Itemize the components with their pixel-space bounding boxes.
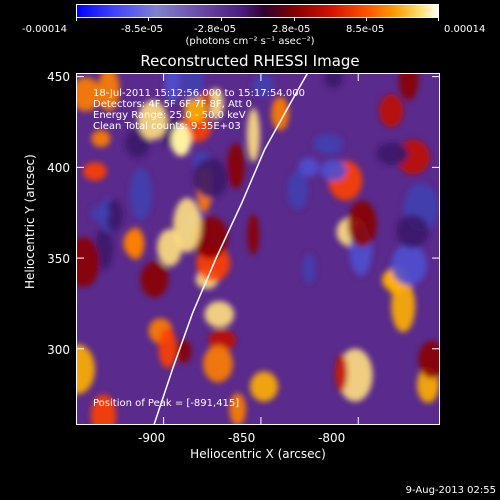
y-axis-label: Heliocentric Y (arcsec) bbox=[23, 154, 37, 289]
colorbar bbox=[76, 4, 439, 18]
deficit-blob bbox=[252, 73, 274, 98]
emission-blob bbox=[418, 340, 440, 379]
deficit-blob bbox=[302, 253, 316, 283]
emission-blob bbox=[91, 130, 111, 148]
peak-blob bbox=[171, 124, 192, 157]
colorbar-tick: -8.5e-05 bbox=[121, 24, 163, 35]
emission-blob bbox=[249, 371, 279, 402]
limb-curve bbox=[153, 73, 309, 425]
deficit-blob bbox=[298, 157, 319, 177]
y-tick-label: 300 bbox=[47, 343, 70, 357]
emission-blob bbox=[334, 353, 348, 392]
emission-blob bbox=[137, 100, 168, 140]
heatmap-plot bbox=[76, 73, 440, 425]
deficit-blob bbox=[125, 129, 150, 158]
emission-blob bbox=[157, 229, 182, 267]
emission-blob bbox=[246, 108, 260, 162]
emission-blob bbox=[192, 216, 229, 259]
emission-blob bbox=[123, 230, 143, 256]
deficit-blob bbox=[320, 159, 347, 181]
annotation-energy: Energy Range: 25.0 - 50.0 keV bbox=[93, 110, 246, 121]
colorbar-tick: 8.5e-05 bbox=[346, 24, 385, 35]
emission-blob bbox=[176, 340, 192, 363]
emission-blob bbox=[204, 301, 235, 328]
annotation-time: 18-Jul-2011 15:12:56.000 to 15:17:54.000 bbox=[93, 88, 305, 99]
deficit-blob bbox=[180, 73, 205, 101]
deficit-blob bbox=[324, 73, 343, 89]
emission-blob bbox=[158, 327, 177, 369]
emission-blob bbox=[379, 94, 404, 128]
emission-blob bbox=[271, 96, 289, 131]
deficit-blob bbox=[193, 158, 229, 199]
plot-title: Reconstructed RHESSI Image bbox=[140, 52, 360, 70]
annotation-counts: Clean Total counts: 9.35E+03 bbox=[93, 121, 241, 132]
deficit-blob bbox=[391, 244, 427, 286]
timestamp: 9-Aug-2013 02:55 bbox=[405, 485, 496, 496]
emission-blob bbox=[391, 279, 416, 333]
emission-blob bbox=[229, 393, 246, 425]
emission-blob bbox=[208, 329, 236, 351]
x-tick-label: -850 bbox=[228, 431, 256, 445]
y-tick-label: 350 bbox=[47, 252, 70, 266]
emission-blob bbox=[140, 261, 169, 298]
deficit-blob bbox=[105, 199, 123, 232]
emission-blob bbox=[203, 345, 233, 383]
annotation-detectors: Detectors: 4F 5F 6F 7F 8F, Att 0 bbox=[93, 99, 253, 110]
deficit-blob bbox=[313, 133, 343, 154]
x-tick-label: -900 bbox=[138, 431, 166, 445]
x-tick-label: -800 bbox=[318, 431, 346, 445]
colorbar-tick: 2.8e-05 bbox=[272, 24, 311, 35]
deficit-blob bbox=[95, 227, 113, 270]
emission-blob bbox=[208, 88, 224, 120]
deficit-blob bbox=[90, 205, 110, 221]
emission-blob bbox=[76, 237, 100, 287]
emission-blob bbox=[76, 77, 101, 112]
emission-blob bbox=[184, 94, 207, 124]
deficit-blob bbox=[396, 214, 429, 249]
emission-blob bbox=[83, 162, 107, 181]
emission-blob bbox=[398, 73, 419, 101]
emission-blob bbox=[347, 200, 377, 248]
plot-frame bbox=[76, 73, 440, 425]
emission-blob bbox=[76, 344, 95, 395]
x-axis-label: Heliocentric X (arcsec) bbox=[190, 447, 326, 461]
deficit-blob bbox=[129, 168, 152, 221]
deficit-blob bbox=[287, 171, 308, 210]
deficit-blob bbox=[164, 73, 181, 104]
colorbar-tick: 0.00014 bbox=[444, 24, 486, 35]
y-tick-label: 400 bbox=[47, 161, 70, 175]
emission-blob bbox=[247, 214, 260, 255]
deficit-blob bbox=[376, 142, 409, 166]
y-tick-label: 450 bbox=[47, 70, 70, 84]
peak-position-label: Position of Peak = [-891,415] bbox=[93, 398, 240, 409]
colorbar-tick: -0.00014 bbox=[22, 24, 67, 35]
colorbar-tick: -2.8e-05 bbox=[194, 24, 236, 35]
emission-blob bbox=[97, 73, 120, 112]
emission-blob bbox=[90, 394, 117, 425]
emission-blob bbox=[227, 143, 245, 189]
colorbar-unit: (photons cm⁻² s⁻¹ asec⁻²) bbox=[185, 36, 315, 47]
colorbar-gradient bbox=[77, 5, 438, 17]
